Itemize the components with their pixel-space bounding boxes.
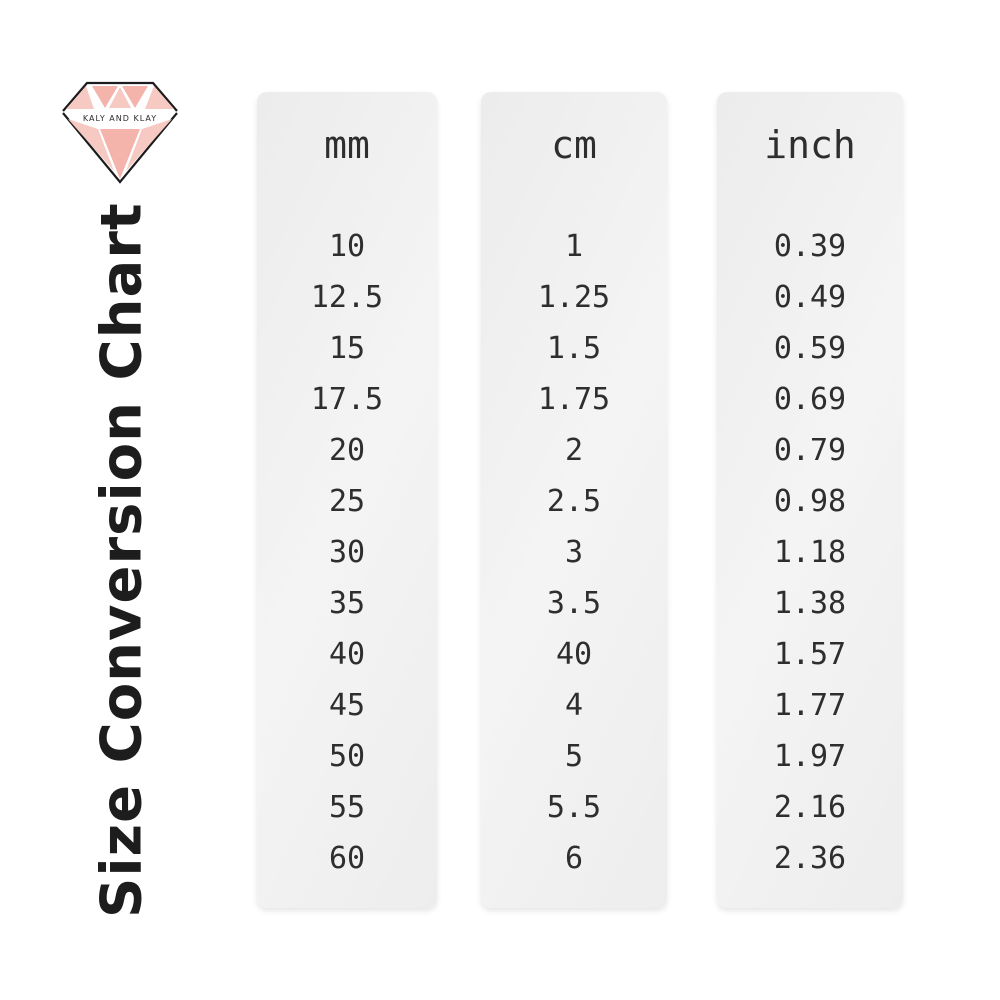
diamond-facet: [92, 86, 118, 108]
cell-value: 6: [564, 841, 584, 876]
cell-value: 30: [328, 535, 366, 570]
cell-value: 2: [564, 433, 584, 468]
cell-value: 40: [555, 637, 593, 672]
cell-value: 1.97: [773, 739, 847, 774]
cell-value: 3: [564, 535, 584, 570]
cell-value: 4: [564, 688, 584, 723]
diamond-facet: [68, 119, 114, 171]
cell-value: 3.5: [546, 586, 602, 621]
cell-value: 1: [564, 229, 584, 264]
diamond-logo-icon: KALY AND KLAY: [62, 81, 178, 184]
cell-value: 1.57: [773, 637, 847, 672]
cell-value: 60: [328, 841, 366, 876]
cell-value: 0.39: [773, 229, 847, 264]
column-cm: cm 1 1.25 1.5 1.75 2 2.5 3 3.5 40 4 5 5.…: [481, 92, 667, 908]
diamond-facet: [109, 87, 131, 108]
cell-value: 0.59: [773, 331, 847, 366]
cell-value: 0.69: [773, 382, 847, 417]
diamond-crown-outline: [62, 81, 178, 112]
cell-value: 10: [328, 229, 366, 264]
diamond-facet: [122, 86, 148, 108]
diamond-facet: [126, 119, 172, 171]
brand-name-text: KALY AND KLAY: [83, 114, 157, 123]
column-values: 0.39 0.49 0.59 0.69 0.79 0.98 1.18 1.38 …: [717, 221, 903, 884]
cell-value: 1.75: [537, 382, 611, 417]
cell-value: 2.5: [546, 484, 602, 519]
cell-value: 1.18: [773, 535, 847, 570]
cell-value: 0.49: [773, 280, 847, 315]
cell-value: 12.5: [310, 280, 384, 315]
diamond-facet: [100, 129, 140, 179]
cell-value: 0.98: [773, 484, 847, 519]
cell-value: 17.5: [310, 382, 384, 417]
cell-value: 5: [564, 739, 584, 774]
cell-value: 45: [328, 688, 366, 723]
cell-value: 40: [328, 637, 366, 672]
cell-value: 50: [328, 739, 366, 774]
column-inch: inch 0.39 0.49 0.59 0.69 0.79 0.98 1.18 …: [717, 92, 903, 908]
cell-value: 20: [328, 433, 366, 468]
diamond-facet: [66, 86, 94, 109]
column-mm: mm 10 12.5 15 17.5 20 25 30 35 40 45 50 …: [257, 92, 437, 908]
column-values: 10 12.5 15 17.5 20 25 30 35 40 45 50 55 …: [257, 221, 437, 884]
cell-value: 35: [328, 586, 366, 621]
column-header: cm: [551, 123, 597, 167]
cell-value: 2.16: [773, 790, 847, 825]
cell-value: 1.25: [537, 280, 611, 315]
cell-value: 2.36: [773, 841, 847, 876]
diamond-facet: [145, 86, 174, 109]
page-title: Size Conversion Chart: [89, 202, 155, 918]
column-header: mm: [324, 123, 370, 167]
cell-value: 1.77: [773, 688, 847, 723]
cell-value: 0.79: [773, 433, 847, 468]
brand-logo: KALY AND KLAY: [58, 76, 182, 190]
cell-value: 25: [328, 484, 366, 519]
cell-value: 15: [328, 331, 366, 366]
column-values: 1 1.25 1.5 1.75 2 2.5 3 3.5 40 4 5 5.5 6: [481, 221, 667, 884]
cell-value: 1.38: [773, 586, 847, 621]
cell-value: 5.5: [546, 790, 602, 825]
cell-value: 1.5: [546, 331, 602, 366]
cell-value: 55: [328, 790, 366, 825]
diamond-pavilion-outline: [62, 112, 178, 184]
column-header: inch: [764, 123, 856, 167]
